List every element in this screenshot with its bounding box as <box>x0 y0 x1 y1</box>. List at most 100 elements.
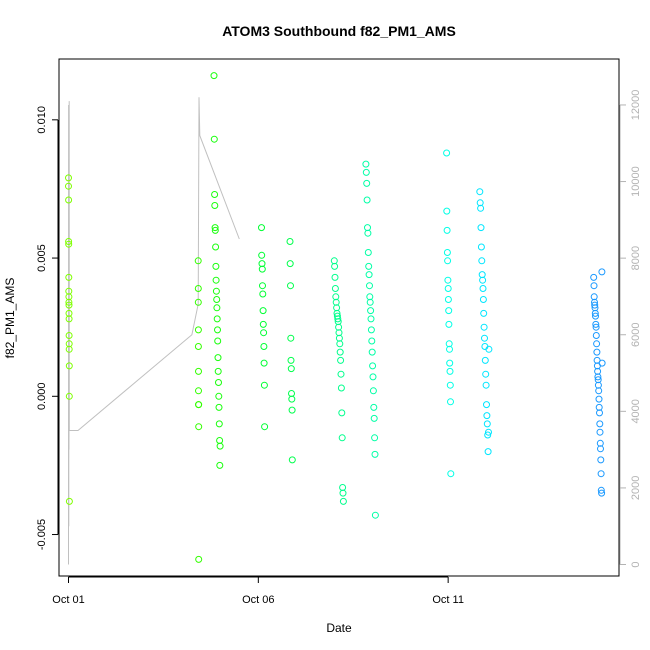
data-point-5-2 <box>331 273 339 281</box>
data-point-2-21 <box>216 437 224 444</box>
data-point-2-6 <box>212 243 220 251</box>
data-point-5-0 <box>330 257 338 265</box>
data-point-8-8 <box>479 285 487 292</box>
data-point-9-10 <box>592 332 600 339</box>
data-point-4-6 <box>288 390 295 397</box>
y-axis-label: f82_PM1_AMS <box>3 278 17 359</box>
data-point-9-7 <box>592 312 599 320</box>
data-point-8-18 <box>483 412 491 420</box>
data-point-9-11 <box>593 340 601 348</box>
data-point-7-14 <box>446 381 454 389</box>
y-tick-label-1: 0.000 <box>36 383 48 411</box>
data-point-0-4 <box>65 240 73 248</box>
y2-tick-label-1: 2000 <box>630 476 642 500</box>
data-point-1-0 <box>194 257 202 265</box>
data-point-3-8 <box>260 329 268 337</box>
y-tick-label-3: 0.010 <box>36 106 48 134</box>
data-point-5-14 <box>336 340 344 348</box>
data-point-6-7 <box>365 262 373 270</box>
data-point-1-8 <box>195 401 203 409</box>
data-point-9-29 <box>597 486 605 494</box>
data-point-9-30 <box>598 489 606 497</box>
data-point-8-5 <box>478 257 486 265</box>
data-point-0-16 <box>65 392 73 400</box>
data-point-3-12 <box>261 423 269 431</box>
data-point-6-6 <box>364 249 372 256</box>
data-point-3-9 <box>260 343 268 350</box>
data-point-3-11 <box>260 381 268 389</box>
data-point-9-23 <box>596 420 604 428</box>
data-point-0-11 <box>65 315 73 323</box>
data-point-5-23 <box>339 497 347 505</box>
data-point-6-19 <box>369 387 377 395</box>
points-layer <box>65 72 606 563</box>
data-point-3-10 <box>260 359 268 367</box>
data-point-7-9 <box>445 320 453 328</box>
data-point-1-4 <box>194 343 202 350</box>
data-point-8-17 <box>483 401 490 409</box>
data-point-6-0 <box>362 160 370 168</box>
data-point-8-0 <box>476 188 484 196</box>
data-point-1-6 <box>195 387 202 395</box>
data-point-9-4 <box>591 301 599 309</box>
data-point-3-7 <box>259 320 267 328</box>
data-point-7-15 <box>447 398 454 406</box>
data-point-5-17 <box>337 370 345 378</box>
data-point-6-17 <box>369 362 377 370</box>
data-point-6-22 <box>371 434 379 442</box>
data-point-7-12 <box>446 359 454 367</box>
y2-tick-label-5: 10000 <box>630 166 642 197</box>
data-point-2-22 <box>216 461 224 469</box>
data-point-2-7 <box>212 262 220 270</box>
data-point-3-1 <box>258 251 266 259</box>
data-point-2-0 <box>210 72 218 80</box>
data-point-1-5 <box>195 367 202 375</box>
data-point-7-8 <box>445 307 453 315</box>
data-point-2-2 <box>211 191 219 198</box>
data-point-0-0 <box>65 174 72 182</box>
data-point-8-7 <box>479 276 487 284</box>
data-point-0-8 <box>65 298 73 306</box>
data-point-8-19 <box>483 420 491 428</box>
data-point-4-9 <box>288 456 296 464</box>
data-point-8-20 <box>484 431 492 439</box>
data-point-9-9 <box>592 323 600 331</box>
data-point-6-21 <box>370 414 378 422</box>
data-point-2-8 <box>212 276 220 284</box>
data-point-1-9 <box>195 423 203 431</box>
data-point-6-23 <box>371 450 379 458</box>
data-point-6-15 <box>368 337 376 345</box>
data-point-8-3 <box>477 224 485 232</box>
data-point-2-3 <box>211 202 219 209</box>
y2-tick-label-6: 12000 <box>630 90 642 121</box>
data-point-7-6 <box>444 285 452 292</box>
data-point-2-15 <box>214 354 222 362</box>
data-point-6-9 <box>366 282 373 290</box>
data-point-8-21 <box>484 448 492 456</box>
data-point-3-4 <box>259 282 266 290</box>
x-tick-label-1: Oct 06 <box>242 594 274 606</box>
data-point-5-16 <box>337 356 345 364</box>
data-point-7-1 <box>443 207 451 215</box>
y2-tick-label-0: 0 <box>630 561 642 567</box>
data-point-8-12 <box>481 334 488 342</box>
data-point-7-13 <box>446 367 454 375</box>
y2-tick-label-3: 6000 <box>630 322 642 346</box>
data-point-9-12 <box>593 348 601 356</box>
data-point-6-13 <box>367 315 375 323</box>
data-point-9-22 <box>596 409 603 417</box>
data-point-0-9 <box>65 301 73 309</box>
y2-tick-label-4: 8000 <box>630 246 642 270</box>
data-point-8-23 <box>485 345 493 353</box>
data-point-8-11 <box>480 323 488 331</box>
data-point-0-12 <box>65 332 73 339</box>
secondary-line-0 <box>68 97 240 565</box>
data-point-9-0 <box>590 273 598 281</box>
data-point-5-9 <box>334 315 342 323</box>
data-point-6-11 <box>366 298 374 306</box>
data-point-2-19 <box>215 403 223 411</box>
data-point-2-10 <box>213 296 221 303</box>
data-point-7-7 <box>444 296 452 303</box>
data-point-9-8 <box>592 320 600 328</box>
data-point-7-11 <box>446 345 453 353</box>
